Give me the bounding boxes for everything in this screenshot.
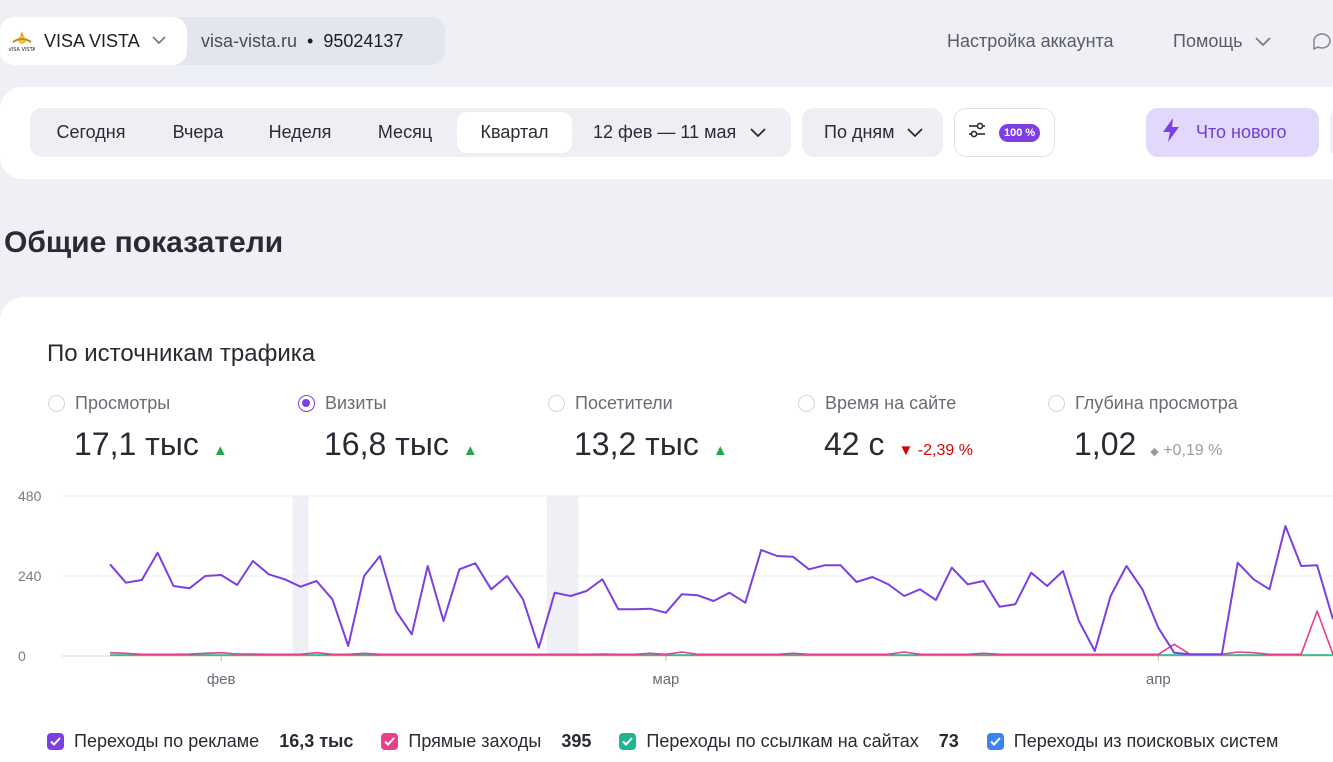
metric-value: 16,8 тыс bbox=[324, 426, 449, 462]
metric-value: 13,2 тыс bbox=[574, 426, 699, 462]
metric-label: Глубина просмотра bbox=[1075, 393, 1238, 413]
metric-label: Посетители bbox=[575, 393, 673, 413]
checkbox-checked-icon[interactable] bbox=[619, 733, 637, 750]
separator-dot: • bbox=[307, 30, 314, 51]
metric-radio[interactable] bbox=[798, 395, 815, 412]
legend-label: Переходы по ссылкам на сайтах bbox=[646, 731, 919, 751]
sliders-icon bbox=[967, 121, 987, 144]
metric-radio[interactable] bbox=[548, 395, 565, 412]
y-tick-label: 240 bbox=[18, 568, 42, 584]
chevron-down-icon bbox=[1254, 31, 1271, 52]
metric-label: Просмотры bbox=[75, 393, 171, 413]
metric-visitors[interactable]: Посетители 13,2 тыс ▲ bbox=[548, 393, 814, 463]
metric-value: 1,02 bbox=[1074, 426, 1137, 462]
top-bar: VISA VISTA VISA VISTA visa-vista.ru • 95… bbox=[0, 17, 1333, 65]
legend-value: 16,3 тыс bbox=[279, 731, 354, 751]
metric-pageviews[interactable]: Просмотры 17,1 тыс ▲ bbox=[48, 393, 314, 463]
legend-item-links[interactable]: Переходы по ссылкам на сайтах 73 bbox=[619, 731, 959, 752]
checkbox-checked-icon[interactable] bbox=[381, 733, 399, 750]
metric-radio[interactable] bbox=[1048, 395, 1065, 412]
period-week[interactable]: Неделя bbox=[268, 122, 332, 142]
period-today[interactable]: Сегодня bbox=[56, 122, 126, 142]
lightning-icon bbox=[1160, 117, 1182, 148]
account-settings-link[interactable]: Настройка аккаунта bbox=[947, 30, 1114, 51]
site-info: visa-vista.ru • 95024137 bbox=[201, 17, 403, 65]
x-tick-label: апр bbox=[1146, 671, 1171, 688]
account-selector[interactable]: VISA VISTA VISA VISTA bbox=[0, 17, 187, 65]
card-title: По источникам трафика bbox=[47, 340, 316, 367]
chevron-down-icon bbox=[906, 122, 923, 143]
metric-radio[interactable] bbox=[298, 395, 315, 412]
legend-label: Переходы по рекламе bbox=[74, 731, 260, 751]
legend-item-ads[interactable]: Переходы по рекламе 16,3 тыс bbox=[47, 731, 353, 752]
metric-delta: -2,39 % bbox=[917, 442, 973, 459]
metric-time-on-site[interactable]: Время на сайте 42 с ▼ -2,39 % bbox=[798, 393, 1064, 463]
y-tick-label: 0 bbox=[18, 648, 26, 664]
chevron-down-icon bbox=[152, 32, 166, 50]
series-line bbox=[109, 525, 1333, 656]
metric-radio[interactable] bbox=[48, 395, 65, 412]
period-month[interactable]: Месяц bbox=[377, 122, 433, 142]
legend-value: 73 bbox=[938, 731, 959, 751]
metric-label: Визиты bbox=[325, 393, 387, 413]
period-yesterday[interactable]: Вчера bbox=[172, 122, 224, 142]
metric-visits[interactable]: Визиты 16,8 тыс ▲ bbox=[298, 393, 564, 463]
x-tick-label: мар bbox=[652, 671, 679, 688]
trend-up-icon: ▲ bbox=[462, 442, 478, 459]
overflow-button[interactable] bbox=[1330, 108, 1333, 157]
whats-new-label: Что нового bbox=[1196, 122, 1287, 142]
trend-neutral-icon: ◆ bbox=[1150, 446, 1159, 458]
trend-up-icon: ▲ bbox=[712, 442, 728, 459]
date-range-picker[interactable]: 12 фев — 11 мая bbox=[593, 108, 766, 157]
checkbox-checked-icon[interactable] bbox=[986, 733, 1004, 750]
filter-bar: Сегодня Вчера Неделя Месяц Квартал 12 фе… bbox=[0, 87, 1333, 179]
account-name: VISA VISTA bbox=[44, 30, 140, 51]
period-selector: Сегодня Вчера Неделя Месяц Квартал 12 фе… bbox=[30, 108, 791, 157]
help-label: Помощь bbox=[1173, 30, 1243, 51]
page-title: Общие показатели bbox=[4, 226, 284, 259]
series-line bbox=[109, 610, 1333, 656]
y-tick-label: 480 bbox=[18, 488, 42, 504]
chart-legend: Переходы по рекламе 16,3 тыс Прямые захо… bbox=[47, 731, 1306, 752]
sampling-badge: 100 % bbox=[999, 123, 1041, 142]
x-tick-label: фев bbox=[207, 671, 236, 688]
metric-delta: +0,19 % bbox=[1163, 442, 1223, 459]
metric-label: Время на сайте bbox=[825, 393, 957, 413]
checkbox-checked-icon[interactable] bbox=[47, 733, 64, 750]
legend-item-direct[interactable]: Прямые заходы 395 bbox=[381, 731, 591, 752]
date-range-label: 12 фев — 11 мая bbox=[593, 122, 737, 142]
metric-page-depth[interactable]: Глубина просмотра 1,02 ◆ +0,19 % bbox=[1048, 393, 1314, 463]
whats-new-button[interactable]: Что нового bbox=[1146, 108, 1319, 157]
visa-vista-logo-icon: VISA VISTA bbox=[8, 27, 36, 55]
chevron-down-icon bbox=[750, 122, 766, 143]
report-settings-button[interactable]: 100 % bbox=[954, 108, 1055, 157]
legend-label: Переходы из поисковых систем bbox=[1013, 731, 1279, 751]
counter-id: 95024137 bbox=[323, 30, 404, 51]
traffic-line-chart: 0 240 480 фев мар апр bbox=[18, 488, 1333, 688]
traffic-sources-card: По источникам трафика Просмотры 17,1 тыс… bbox=[0, 297, 1333, 762]
period-quarter[interactable]: Квартал bbox=[457, 112, 572, 153]
chat-icon[interactable] bbox=[1310, 29, 1333, 58]
site-domain: visa-vista.ru bbox=[201, 30, 298, 51]
svg-text:VISA VISTA: VISA VISTA bbox=[9, 47, 35, 53]
metric-value: 17,1 тыс bbox=[74, 426, 199, 462]
metric-value: 42 с bbox=[824, 426, 885, 462]
legend-item-search[interactable]: Переходы из поисковых систем bbox=[986, 731, 1279, 752]
trend-down-icon: ▼ bbox=[898, 442, 914, 459]
account-switcher[interactable]: VISA VISTA VISA VISTA visa-vista.ru • 95… bbox=[0, 17, 445, 65]
group-by-select[interactable]: По дням bbox=[802, 108, 943, 157]
trend-up-icon: ▲ bbox=[212, 442, 228, 459]
group-by-label: По дням bbox=[824, 122, 895, 142]
help-menu[interactable]: Помощь bbox=[1173, 17, 1271, 65]
legend-value: 395 bbox=[561, 731, 592, 751]
legend-label: Прямые заходы bbox=[408, 731, 542, 751]
